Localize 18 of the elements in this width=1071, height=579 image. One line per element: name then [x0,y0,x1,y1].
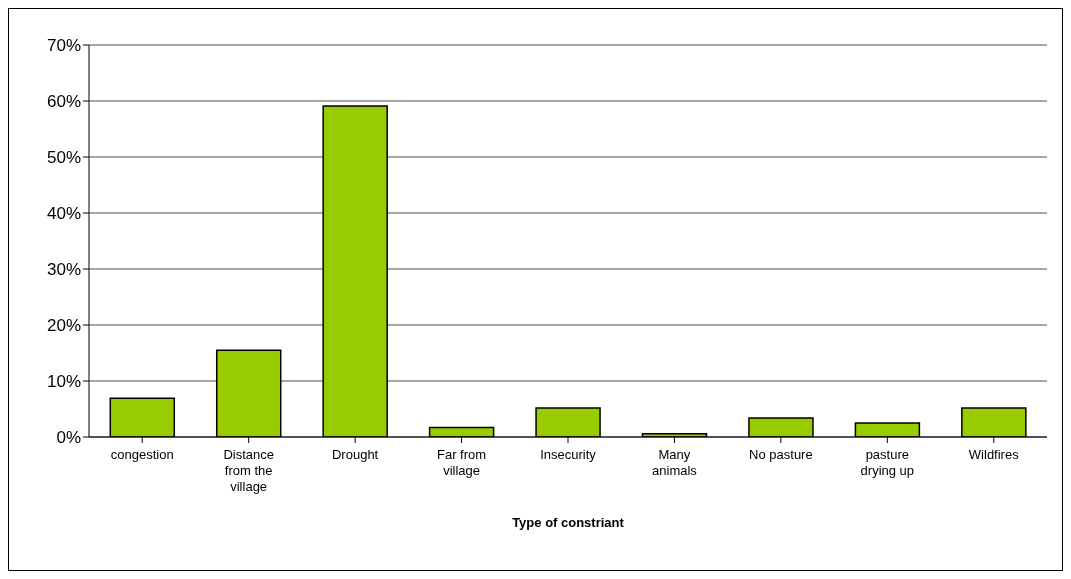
x-tick-label: Many animals [652,447,698,478]
y-tick-label: 10% [46,372,81,392]
x-tick-label: Distance from the village [223,447,274,494]
x-tick-label: Drought [331,447,379,462]
x-tick-label: Far from village [436,447,487,478]
x-tick-label: Insecurity [540,447,597,462]
y-tick-label: 30% [46,260,81,280]
x-tick-label: Wildfires [968,447,1020,462]
y-tick-label: 50% [46,148,81,168]
y-tick-label: 60% [46,92,81,112]
y-tick-label: 70% [46,36,81,56]
y-tick-label: 0% [56,428,81,448]
x-tick-label: congestion [110,447,174,462]
x-axis-title: Type of constriant [512,515,625,530]
y-tick-label: 40% [46,204,81,224]
x-tick-label: pasture drying up [860,447,915,478]
x-tick-label: No pasture [749,447,813,462]
y-tick-label: 20% [46,316,81,336]
